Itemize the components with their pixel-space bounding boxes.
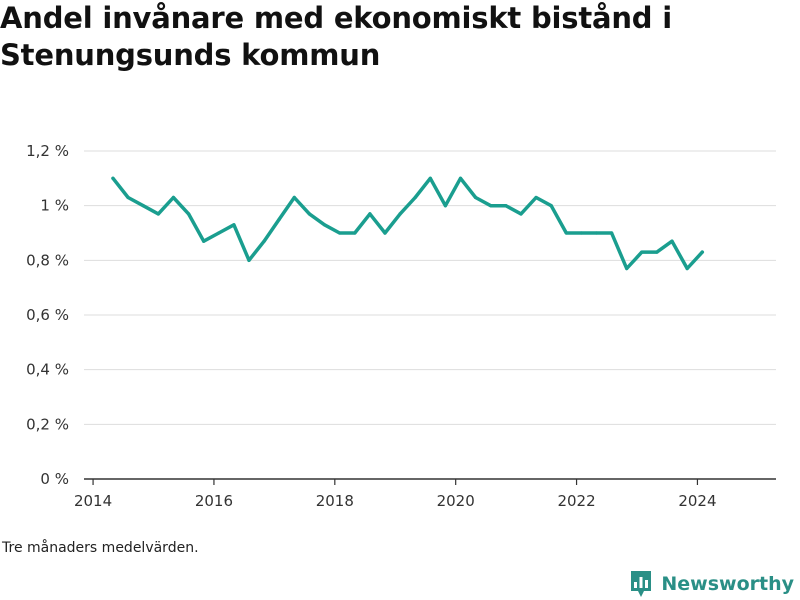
x-tick-label: 2018 — [316, 492, 354, 510]
data-point — [247, 258, 251, 262]
gridlines — [84, 150, 776, 425]
chart-title: Andel invånare med ekonomiskt bistånd i … — [0, 1, 673, 72]
brand-name: Newsworthy — [661, 573, 794, 595]
data-point — [322, 223, 327, 227]
data-point — [534, 195, 538, 200]
data-point — [640, 250, 644, 254]
data-point — [277, 217, 281, 221]
y-tick-label: 0 % — [40, 470, 69, 488]
series-line — [111, 176, 705, 271]
data-point — [353, 231, 357, 235]
x-axis: 2014 2016 2018 2020 2022 2024 — [74, 478, 776, 510]
data-point — [579, 231, 583, 235]
data-point — [549, 204, 553, 208]
data-point — [202, 239, 206, 243]
x-tick-label: 2024 — [678, 492, 716, 510]
data-point — [307, 212, 312, 216]
x-tick-label: 2022 — [557, 492, 595, 510]
x-tick-label: 2016 — [195, 492, 233, 510]
y-tick-label: 1 % — [40, 197, 69, 215]
data-point — [504, 204, 508, 208]
data-point — [338, 231, 342, 235]
y-tick-label: 0,4 % — [26, 361, 69, 379]
data-point — [610, 231, 614, 235]
data-point — [594, 231, 599, 235]
data-point — [489, 204, 493, 208]
data-point — [383, 231, 387, 235]
data-point — [625, 266, 629, 271]
data-point — [217, 231, 221, 235]
data-point — [670, 239, 674, 243]
y-tick-label: 0,8 % — [26, 251, 69, 269]
data-point — [700, 250, 704, 254]
data-point — [292, 195, 296, 200]
data-point — [141, 204, 145, 208]
data-point — [126, 195, 130, 200]
data-point — [398, 212, 402, 216]
y-tick-label: 1,2 % — [26, 142, 69, 160]
data-point — [413, 195, 417, 200]
data-point — [564, 231, 568, 235]
y-tick-label: 0,2 % — [26, 415, 69, 433]
footnote: Tre månaders medelvärden. — [2, 540, 199, 556]
bar-chart-logo-icon — [631, 571, 652, 597]
data-point — [156, 212, 160, 216]
brand-logo[interactable]: Newsworthy — [629, 569, 794, 599]
x-tick-label: 2014 — [74, 492, 112, 510]
data-point — [655, 250, 659, 254]
y-axis-tick-labels: 0 % 0,2 % 0,4 % 0,6 % 0,8 % 1 % 1,2 % — [26, 142, 69, 488]
data-point — [232, 223, 236, 227]
series-layer — [111, 176, 705, 271]
data-point — [443, 204, 448, 208]
data-point — [519, 212, 523, 216]
data-point — [262, 239, 266, 243]
data-point — [458, 176, 463, 180]
data-point — [171, 195, 176, 200]
data-point — [474, 195, 478, 200]
data-point — [685, 266, 689, 271]
data-point — [428, 176, 432, 180]
data-point — [111, 176, 115, 180]
data-point — [368, 212, 372, 216]
y-tick-label: 0,6 % — [26, 306, 69, 324]
data-point — [186, 212, 191, 216]
x-tick-label: 2020 — [437, 492, 475, 510]
